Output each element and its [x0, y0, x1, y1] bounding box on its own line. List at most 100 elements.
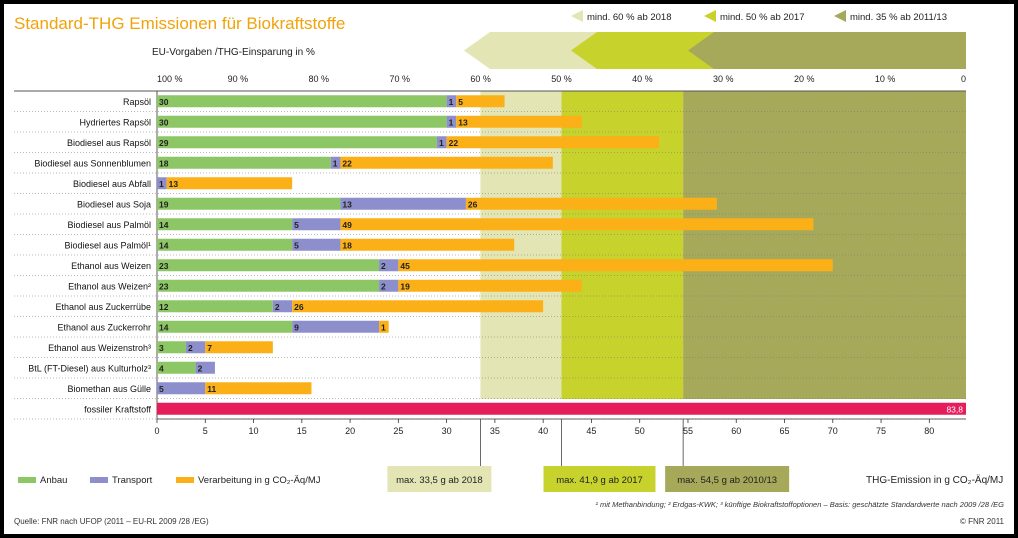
- legend-swatch: [176, 477, 194, 483]
- threshold-legend: mind. 60 % ab 2018 mind. 50 % ab 2017 mind…: [571, 10, 947, 23]
- threshold-legend-label-2: mind. 35 % ab 2011/13: [850, 12, 947, 23]
- bar-segment: [446, 115, 457, 128]
- top-tick-label: 90 %: [228, 74, 249, 84]
- emissions-chart: Standard-THG Emissionen für Biokraftstof…: [14, 10, 1005, 526]
- category-label: Ethanol aus Zuckerrohr: [57, 322, 151, 332]
- chart-subtitle: EU-Vorgaben /THG-Einsparung in %: [152, 47, 315, 58]
- category-label: Ethanol aus Weizenstroh³: [48, 343, 151, 353]
- data-label: 23: [159, 281, 169, 291]
- data-label: 22: [342, 158, 352, 168]
- bar-segment: [398, 279, 582, 292]
- threshold-legend-label-1: mind. 50 % ab 2017: [720, 12, 805, 23]
- bar-segment: [340, 156, 553, 169]
- data-label: 26: [468, 199, 478, 209]
- top-tick-label: 80 %: [309, 74, 330, 84]
- bar-segment: [205, 341, 273, 354]
- x-axis-label: THG-Emission in g CO₂-Äq/MJ: [866, 474, 1003, 486]
- category-label: Hydriertes Rapsöl: [79, 117, 151, 127]
- top-tick-label: 10 %: [875, 74, 896, 84]
- bar-segment: [157, 259, 380, 272]
- data-label: 29: [159, 138, 169, 148]
- legend-swatch: [18, 477, 36, 483]
- legend-label: Transport: [112, 475, 153, 486]
- chart-title: Standard-THG Emissionen für Biokraftstof…: [14, 14, 345, 33]
- data-label: 18: [159, 158, 169, 168]
- data-label: 2: [275, 302, 280, 312]
- bar-segment: [157, 402, 966, 415]
- threshold-max-label-2: max. 54,5 g ab 2010/13: [677, 475, 777, 486]
- data-label: 45: [400, 261, 410, 271]
- category-label: Biomethan aus Gülle: [67, 384, 151, 394]
- threshold-arrows: [464, 32, 966, 69]
- bar-segment: [340, 197, 466, 210]
- data-label: 2: [381, 261, 386, 271]
- bar-segment: [292, 238, 341, 251]
- category-label: Ethanol aus Zuckerrübe: [55, 302, 151, 312]
- bar-segment: [157, 361, 196, 374]
- bar-segment: [330, 156, 341, 169]
- legend: Anbau Transport Verarbeitung in g CO₂-Äq/M…: [18, 475, 321, 486]
- bar-segment: [185, 341, 206, 354]
- data-label: 18: [342, 240, 352, 250]
- category-rows: Rapsöl Hydriertes Rapsöl Biodiesel aus Rap…: [14, 90, 966, 420]
- category-label: Biodiesel aus Sonnenblumen: [34, 158, 151, 168]
- data-label: 4: [159, 363, 164, 373]
- bar-segment: [272, 300, 293, 313]
- bar-segment: [157, 279, 380, 292]
- threshold-legend-marker-1: [704, 10, 716, 22]
- data-label: 2: [381, 281, 386, 291]
- legend-swatch: [90, 477, 108, 483]
- bar-segment: [465, 197, 717, 210]
- bar-segment: [157, 197, 341, 210]
- category-label: Ethanol aus Weizen: [71, 261, 151, 271]
- bar-segment: [456, 95, 505, 108]
- footnote: ¹ mit Methanbindung; ² Erdgas-KWK; ³ kün…: [595, 500, 1004, 509]
- category-label: Ethanol aus Weizen²: [68, 281, 151, 291]
- data-label: 26: [294, 302, 304, 312]
- legend-label: Verarbeitung in g CO₂-Äq/MJ: [198, 475, 321, 486]
- data-label: 13: [169, 179, 179, 189]
- data-label: 5: [294, 240, 299, 250]
- x-tick-label: 75: [876, 426, 886, 436]
- source-note: Quelle: FNR nach UFOP (2011 – EU-RL 2009…: [14, 517, 209, 526]
- category-label: fossiler Kraftstoff: [84, 404, 151, 414]
- data-label: 30: [159, 97, 169, 107]
- data-label: 5: [458, 97, 463, 107]
- bar-segment: [436, 136, 447, 149]
- threshold-legend-label-0: mind. 60 % ab 2018: [587, 12, 672, 23]
- data-label: 1: [159, 179, 164, 189]
- category-label: Biodiesel aus Palmöl¹: [64, 240, 151, 250]
- category-label: Biodiesel aus Soja: [77, 199, 151, 209]
- bar-segment: [157, 300, 273, 313]
- bar-segment: [446, 95, 457, 108]
- data-label: 83,8: [946, 404, 963, 414]
- x-tick-label: 20: [345, 426, 355, 436]
- x-tick-label: 70: [828, 426, 838, 436]
- threshold-legend-marker-2: [834, 10, 846, 22]
- bar-segment: [166, 177, 293, 190]
- bar-segment: [379, 279, 399, 292]
- top-tick-label: 0: [961, 74, 966, 84]
- data-label: 3: [159, 343, 164, 353]
- x-tick-label: 15: [297, 426, 307, 436]
- chart-frame: Standard-THG Emissionen für Biokraftstof…: [4, 4, 1014, 534]
- category-label: Rapsöl: [123, 97, 151, 107]
- bar-segment: [157, 115, 447, 128]
- bar-segment: [379, 320, 389, 333]
- category-label: BtL (FT-Diesel) aus Kulturholz³: [28, 363, 151, 373]
- data-label: 12: [159, 302, 169, 312]
- data-label: 2: [188, 343, 193, 353]
- bar-segment: [292, 320, 380, 333]
- x-tick-label: 40: [538, 426, 548, 436]
- x-tick-label: 25: [393, 426, 403, 436]
- data-label: 5: [294, 220, 299, 230]
- bar-segment: [157, 238, 293, 251]
- top-tick-label: 60 %: [470, 74, 491, 84]
- bar-segment: [157, 341, 186, 354]
- x-tick-label: 45: [586, 426, 596, 436]
- data-label: 11: [207, 384, 216, 394]
- bar-segment: [195, 361, 215, 374]
- x-tick-label: 5: [203, 426, 208, 436]
- bar-segment: [456, 115, 582, 128]
